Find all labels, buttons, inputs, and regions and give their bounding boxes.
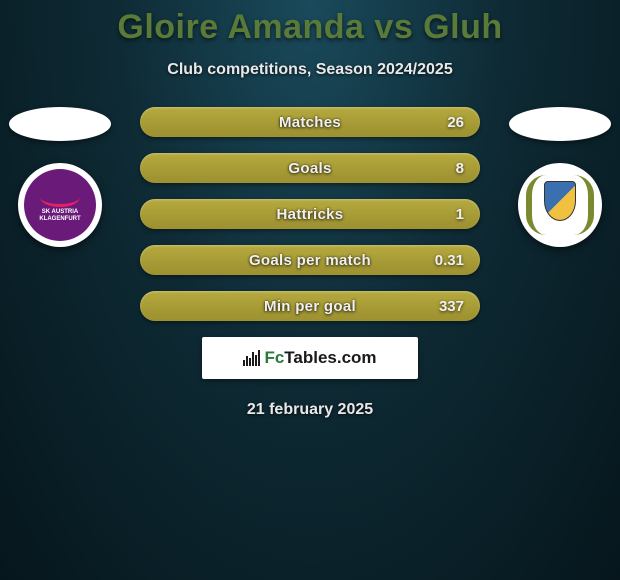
brand-text: FcTables.com: [264, 348, 376, 368]
content-area: SK AUSTRIA KLAGENFURT Matches 26 Goals 8…: [0, 107, 620, 419]
brand-box[interactable]: FcTables.com: [202, 337, 418, 379]
bar-chart-icon: [243, 350, 260, 366]
wreath-right-icon: [574, 175, 594, 235]
ellipse-left: [9, 107, 111, 141]
stat-label: Hattricks: [140, 206, 480, 223]
stat-value: 8: [456, 160, 464, 177]
subtitle: Club competitions, Season 2024/2025: [0, 61, 620, 79]
badge-left-swoosh-icon: [40, 187, 80, 207]
shield-icon: [544, 181, 576, 221]
ellipse-right: [509, 107, 611, 141]
stat-row-goals: Goals 8: [140, 153, 480, 183]
date-text: 21 february 2025: [0, 401, 620, 419]
club-badge-right: [518, 163, 602, 247]
wreath-left-icon: [526, 175, 546, 235]
club-badge-left: SK AUSTRIA KLAGENFURT: [18, 163, 102, 247]
stat-value: 1: [456, 206, 464, 223]
stat-row-goals-per-match: Goals per match 0.31: [140, 245, 480, 275]
stat-label: Goals per match: [140, 252, 480, 269]
badge-left-text-1: SK AUSTRIA: [42, 209, 78, 216]
stat-value: 0.31: [435, 252, 464, 269]
badge-right-inner: [524, 169, 596, 241]
stats-list: Matches 26 Goals 8 Hattricks 1 Goals per…: [140, 107, 480, 321]
badge-left-text-2: KLAGENFURT: [39, 216, 80, 223]
stat-label: Matches: [140, 114, 480, 131]
stat-row-min-per-goal: Min per goal 337: [140, 291, 480, 321]
stat-label: Goals: [140, 160, 480, 177]
stat-row-matches: Matches 26: [140, 107, 480, 137]
brand-suffix: Tables.com: [284, 348, 376, 367]
stat-row-hattricks: Hattricks 1: [140, 199, 480, 229]
stat-value: 26: [447, 114, 464, 131]
stat-label: Min per goal: [140, 298, 480, 315]
badge-left-inner: SK AUSTRIA KLAGENFURT: [24, 169, 96, 241]
brand-prefix: Fc: [264, 348, 284, 367]
page-title: Gloire Amanda vs Gluh: [0, 0, 620, 47]
stat-value: 337: [439, 298, 464, 315]
